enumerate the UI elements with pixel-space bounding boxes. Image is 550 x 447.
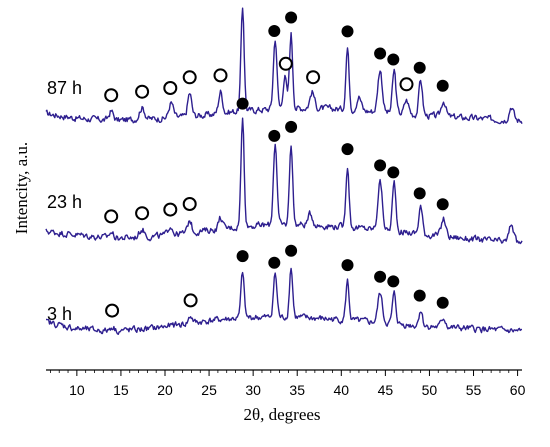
open-peak-marker: [105, 303, 120, 318]
filled-peak-marker: [268, 129, 281, 142]
series-line-3h: [46, 267, 523, 335]
x-tick-label: 15: [113, 382, 129, 398]
filled-peak-marker: [387, 275, 400, 288]
marker-layer: [104, 11, 449, 318]
filled-peak-marker: [436, 198, 449, 211]
series-label: 3 h: [47, 304, 72, 324]
open-peak-marker: [306, 70, 321, 85]
open-peak-marker: [182, 197, 197, 211]
x-tick-label: 55: [466, 382, 482, 398]
series-line-87h: [45, 7, 523, 125]
open-peak-marker: [399, 77, 414, 92]
x-axis-title: 2θ, degrees: [243, 405, 320, 424]
series-label: 23 h: [47, 192, 82, 212]
filled-peak-marker: [413, 61, 426, 74]
open-peak-marker: [182, 70, 197, 85]
x-tick-label: 10: [69, 382, 85, 398]
filled-peak-marker: [436, 79, 449, 92]
x-tick-label: 30: [245, 382, 261, 398]
filled-peak-marker: [268, 25, 281, 37]
filled-peak-marker: [341, 259, 354, 272]
x-tick-label: 20: [157, 382, 173, 398]
filled-peak-marker: [413, 187, 426, 200]
filled-peak-marker: [387, 166, 400, 179]
y-axis-title: Intencity, a.u.: [12, 142, 31, 234]
filled-peak-marker: [268, 256, 281, 269]
filled-peak-marker: [285, 244, 298, 257]
filled-peak-marker: [341, 143, 354, 156]
open-peak-marker: [183, 293, 198, 308]
open-peak-marker: [278, 56, 293, 71]
filled-peak-marker: [413, 289, 426, 302]
series-labels: 87 h 23 h 3 h: [47, 78, 82, 324]
x-ticks: 10 15 20 25 30 35 40 45 50 55 60: [50, 370, 526, 398]
open-peak-marker: [104, 209, 119, 224]
filled-peak-marker: [436, 296, 449, 309]
open-peak-marker: [213, 68, 228, 83]
series-line-23h: [45, 117, 523, 245]
filled-peak-marker: [374, 159, 387, 172]
open-peak-marker: [135, 206, 150, 221]
open-peak-marker: [135, 84, 150, 99]
filled-peak-marker: [285, 120, 298, 133]
open-peak-marker: [163, 81, 178, 95]
x-tick-label: 25: [201, 382, 217, 398]
series-layer: [45, 7, 523, 335]
x-tick-label: 45: [378, 382, 394, 398]
series-label: 87 h: [47, 78, 82, 98]
filled-peak-marker: [236, 97, 249, 110]
open-peak-marker: [163, 202, 178, 217]
filled-peak-marker: [236, 250, 249, 263]
filled-peak-marker: [374, 270, 387, 283]
x-tick-label: 50: [422, 382, 438, 398]
filled-peak-marker: [387, 53, 400, 66]
x-tick-label: 40: [334, 382, 350, 398]
x-tick-label: 60: [510, 382, 526, 398]
filled-peak-marker: [285, 11, 298, 24]
open-peak-marker: [104, 88, 119, 103]
filled-peak-marker: [341, 25, 354, 38]
x-tick-label: 35: [289, 382, 305, 398]
filled-peak-marker: [374, 47, 387, 60]
